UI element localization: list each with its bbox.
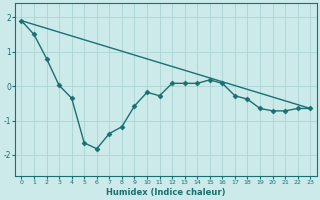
X-axis label: Humidex (Indice chaleur): Humidex (Indice chaleur) bbox=[106, 188, 226, 197]
